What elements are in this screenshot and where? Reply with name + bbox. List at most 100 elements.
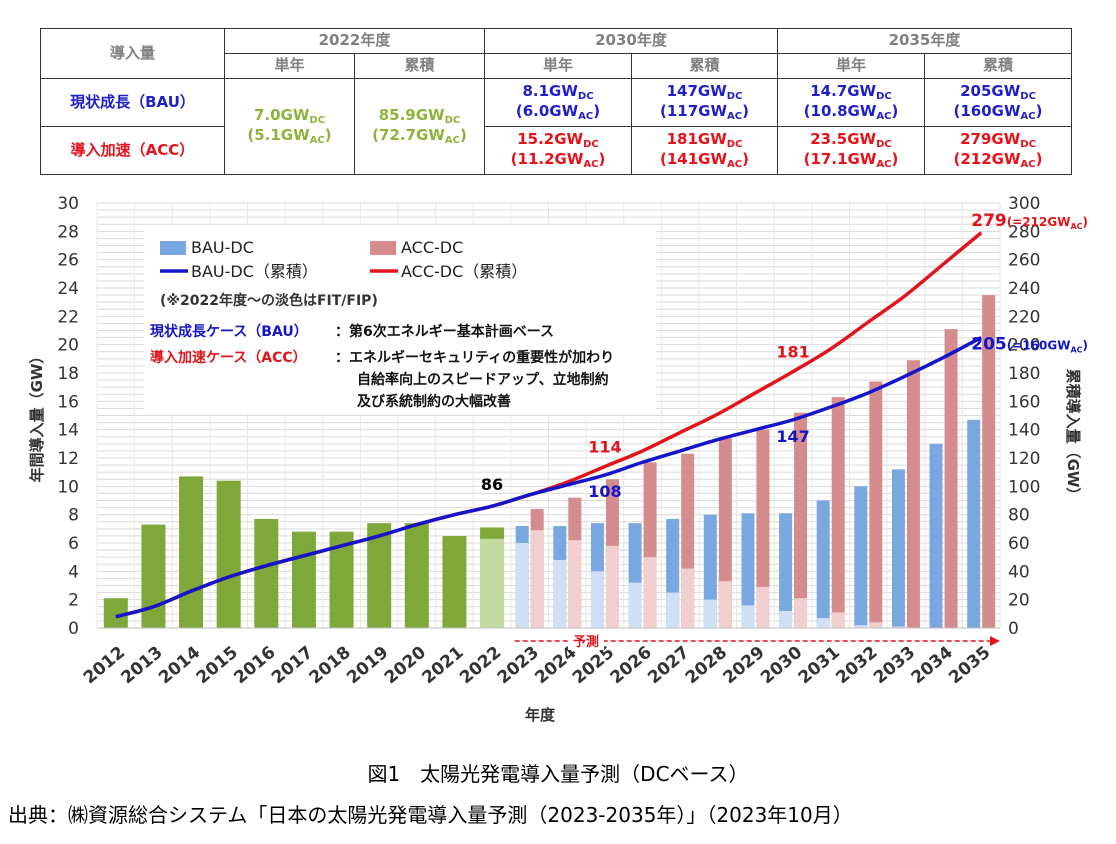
y-tick-left: 14 [57,421,79,441]
legend-label-acc-dc: ACC-DC [401,238,463,257]
x-tick-label: 2031 [795,643,844,689]
bar-bau [703,514,717,628]
legend-label-bau-dc: BAU-DC [191,238,254,257]
legend-swatch-acc-dc [370,241,396,255]
sub-header: 累積 [924,53,1072,79]
annotation-paren: (=160GW [1007,339,1071,353]
y-tick-left: 12 [57,449,79,469]
y-tick-left: 16 [57,392,79,412]
x-tick-label: 2022 [456,643,505,689]
summary-table: 導入量 2022年度 2030年度 2035年度 単年 累積 単年 累積 単年 … [40,28,1072,175]
bar-acc [944,329,958,628]
x-tick-label: 2014 [155,642,204,688]
bar-acc [906,360,920,628]
bar-historical-fit [480,538,505,628]
bar-bau-fit [553,560,567,628]
x-tick-label: 2034 [908,642,957,688]
case-bau-text: ：第6次エネルギー基本計画ベース [335,323,554,340]
bar-acc-fit [718,581,732,628]
bar-bau [816,500,830,628]
bar-acc [831,397,845,628]
bar-acc [756,429,770,628]
gridlines [96,202,1001,629]
annotation-value: 205 [971,335,1007,355]
annotation-label: 108 [588,482,621,501]
period-2022-header: 2022年度 [224,28,485,54]
case-bau-label: 現状成長ケース（BAU） [150,323,308,340]
bar-bau [854,486,868,628]
forecast-label-bg [568,632,604,650]
y-tick-left: 24 [57,279,79,299]
y-tick-left: 18 [57,364,79,384]
x-tick-label: 2021 [419,643,468,689]
y-tick-right: 0 [1008,619,1019,639]
annotation-label: 181 [776,343,809,362]
bar-acc [982,295,996,628]
bar-bau-fit [891,626,905,628]
bar-bau-fit [515,543,529,628]
y-tick-left: 0 [68,619,79,639]
bar-acc-fit [794,598,808,628]
cell-bau-2030-single: 8.1GWDC (6.0GWAC) [484,78,632,127]
sub-header: 単年 [224,53,355,79]
cell-acc-2030-single: 15.2GWDC (11.2GWAC) [484,126,632,175]
bar-acc-fit [681,568,695,628]
y-tick-right: 120 [1008,449,1040,469]
bar-historical [442,535,467,628]
row-label-acc: 導入加速（ACC） [40,126,225,175]
bar-bau [741,513,755,628]
bar-historical [291,531,316,628]
legend-label-bau-cumulative: BAU-DC（累積） [191,262,318,281]
x-tick-label: 2013 [118,643,167,689]
bar-acc [718,438,732,628]
bar-acc [794,412,808,628]
y-tick-right: 80 [1008,506,1030,526]
bar-bau-fit [590,571,604,628]
y-tick-right: 220 [1008,307,1040,327]
sub-header: 累積 [354,53,485,79]
x-tick-label: 2027 [644,643,693,689]
y-tick-left: 6 [68,534,79,554]
annotation-value: 279 [971,211,1007,231]
bar-bau [779,513,793,628]
period-2030-header: 2030年度 [484,28,778,54]
bar-acc-fit [643,557,657,628]
y-tick-right: 160 [1008,392,1040,412]
y-tick-left: 30 [57,194,79,214]
bar-bau-fit [779,611,793,628]
bar-historical [141,524,166,628]
x-tick-label: 2020 [381,642,430,688]
legend-note: (※2022年度～の淡色はFIT/FIP) [160,292,378,309]
bar-bau-fit [854,625,868,628]
y-tick-right: 260 [1008,251,1040,271]
y-axis-title-left: 年間導入量（GW） [28,349,46,483]
x-tick-label: 2017 [268,643,317,689]
bar-bau [967,419,981,628]
case-acc-text-3: 及び系統制約の大幅改善 [357,393,511,410]
annotation-label: 86 [481,475,503,494]
sub-header: 単年 [484,53,632,79]
annotation-paren: (=212GW [1007,215,1071,229]
x-tick-label: 2026 [607,643,656,689]
x-tick-label: 2032 [832,643,881,689]
bar-bau-fit [628,582,642,628]
bar-bau-fit [703,599,717,628]
legend-swatch-bau-dc [160,241,186,255]
cell-acc-2030-cumulative: 181GWDC (141GWAC) [631,126,778,175]
case-acc-text: ：エネルギーセキュリティの重要性が加わり [335,349,614,366]
source-note: 出典：㈱資源総合システム「日本の太陽光発電導入量予測（2023-2035年）」（… [8,803,853,827]
x-tick-label: 2015 [193,643,242,689]
case-acc-text-2: 自給率向上のスピードアップ、立地制約 [357,371,609,388]
sub-header: 累積 [631,53,778,79]
bar-historical [404,523,429,628]
x-tick-label: 2028 [682,643,731,689]
forecast-label: 予測 [573,634,599,650]
y-tick-right: 140 [1008,421,1040,441]
annotation-close: ) [1083,215,1088,229]
cumulative-lines [115,231,983,619]
cell-2022-single: 7.0GWDC (5.1GWAC) [224,78,355,175]
bar-historical [179,476,204,628]
row-label-bau: 現状成長（BAU） [40,78,225,127]
annotation-sub: AC [1070,346,1082,355]
